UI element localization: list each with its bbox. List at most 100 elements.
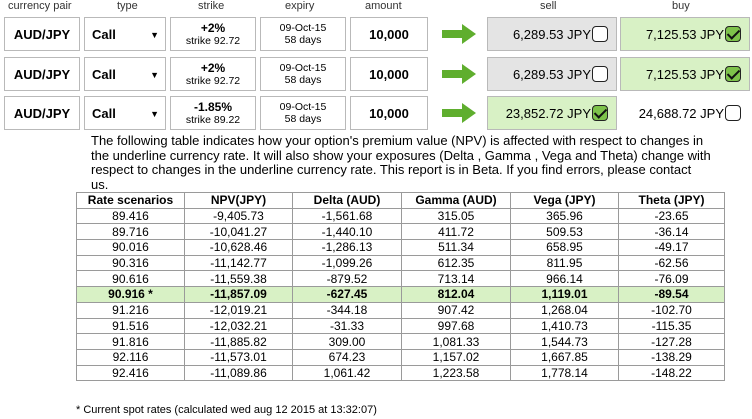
table-row: 90.016 -10,628.46 -1,286.13 511.34 658.95 -49… — [76, 239, 725, 256]
column-header: Gamma (AUD) — [401, 192, 511, 209]
table-row: 92.116 -11,573.01 674.23 1,157.02 1,667.85 -1… — [76, 348, 725, 366]
buy-price-button[interactable]: 7,125.53 JPY — [620, 17, 750, 51]
currency-pair: AUD/JPY — [4, 57, 80, 91]
table-cell: 1,667.85 — [510, 348, 619, 366]
triangle-down-icon: ▼ — [150, 30, 159, 40]
trade-row: AUD/JPY Call ▼ +2% strike 92.72 09-Oct-1… — [0, 17, 752, 51]
table-cell: -9,405.73 — [184, 207, 293, 225]
sell-price-button[interactable]: 23,852.72 JPY — [487, 96, 617, 130]
table-cell: -879.52 — [292, 270, 402, 288]
expiry-days: 58 days — [284, 34, 322, 46]
table-cell: -115.35 — [618, 317, 725, 335]
header-type: type — [117, 0, 138, 12]
strike-value: strike 92.72 — [185, 74, 241, 87]
type-select[interactable]: Call ▼ — [84, 57, 166, 91]
expiry-date: 09-Oct-15 — [279, 101, 327, 113]
buy-price-button[interactable]: 24,688.72 JPY — [620, 96, 750, 130]
table-cell: 1,410.73 — [510, 317, 619, 335]
table-cell: 509.53 — [510, 223, 619, 241]
table-cell: -11,142.77 — [184, 254, 293, 272]
table-cell: -1,561.68 — [292, 207, 402, 225]
amount-field[interactable]: 10,000 — [350, 17, 428, 51]
strike-value: strike 92.72 — [185, 34, 241, 47]
checkbox-checked-icon[interactable] — [725, 26, 741, 42]
checkbox-checked-icon[interactable] — [725, 66, 741, 82]
table-cell: -11,857.09 — [184, 286, 293, 303]
header-buy: buy — [672, 0, 690, 12]
column-header: Delta (AUD) — [292, 192, 402, 209]
table-cell: 90.616 — [76, 270, 185, 288]
table-cell: -10,628.46 — [184, 239, 293, 256]
table-cell: -11,885.82 — [184, 333, 293, 350]
right-arrow-icon[interactable] — [442, 64, 476, 84]
table-cell: 811.95 — [510, 254, 619, 272]
column-header: NPV(JPY) — [184, 192, 293, 209]
table-cell: 315.05 — [401, 207, 511, 225]
triangle-down-icon: ▼ — [150, 109, 159, 119]
currency-pair: AUD/JPY — [4, 96, 80, 130]
table-cell: 713.14 — [401, 270, 511, 288]
table-cell: -344.18 — [292, 301, 402, 319]
sell-price: 6,289.53 JPY — [512, 26, 591, 42]
table-cell: 91.216 — [76, 301, 185, 319]
right-arrow-icon[interactable] — [442, 24, 476, 44]
checkbox-icon[interactable] — [592, 66, 608, 82]
type-value: Call — [92, 66, 116, 82]
table-row: 89.716 -10,041.27 -1,440.10 411.72 509.53 -36… — [76, 223, 725, 241]
header-sell: sell — [540, 0, 557, 12]
sell-price: 6,289.53 JPY — [512, 66, 591, 82]
table-cell: -76.09 — [618, 270, 725, 288]
table-cell: -36.14 — [618, 223, 725, 241]
table-cell: 812.04 — [401, 286, 511, 303]
table-row: 90.916 * -11,857.09 -627.45 812.04 1,119.01-… — [76, 286, 725, 303]
table-cell: -23.65 — [618, 207, 725, 225]
sell-price-button[interactable]: 6,289.53 JPY — [487, 17, 617, 51]
trade-row: AUD/JPY Call ▼ +2% strike 92.72 09-Oct-1… — [0, 57, 752, 91]
right-arrow-icon[interactable] — [442, 103, 476, 123]
table-cell: -62.56 — [618, 254, 725, 272]
buy-price: 7,125.53 JPY — [645, 66, 724, 82]
amount-field[interactable]: 10,000 — [350, 57, 428, 91]
checkbox-icon[interactable] — [592, 26, 608, 42]
expiry-date: 09-Oct-15 — [279, 22, 327, 34]
table-cell: 907.42 — [401, 301, 511, 319]
strike-percent: +2% — [200, 20, 226, 35]
strike-cell: +2% strike 92.72 — [170, 17, 256, 51]
buy-price-button[interactable]: 7,125.53 JPY — [620, 57, 750, 91]
table-cell: -1,286.13 — [292, 239, 402, 256]
strike-cell: +2% strike 92.72 — [170, 57, 256, 91]
expiry-days: 58 days — [284, 113, 322, 125]
column-header: Vega (JPY) — [510, 192, 619, 209]
table-header-row: Rate scenarios NPV(JPY) Delta (AUD) Gamm… — [76, 192, 725, 209]
sell-price-button[interactable]: 6,289.53 JPY — [487, 57, 617, 91]
type-select[interactable]: Call ▼ — [84, 17, 166, 51]
trade-row: AUD/JPY Call ▼ -1.85% strike 89.22 09-Oc… — [0, 96, 752, 130]
column-header: Rate scenarios — [76, 192, 185, 209]
header-strike: strike — [198, 0, 225, 12]
table-cell: 1,157.02 — [401, 348, 511, 366]
table-cell: 1,061.42 — [292, 364, 402, 382]
table-cell: 1,544.73 — [510, 333, 619, 350]
table-cell: 966.14 — [510, 270, 619, 288]
footnote: * Current spot rates (calculated wed aug… — [76, 404, 377, 416]
amount-field[interactable]: 10,000 — [350, 96, 428, 130]
table-cell: 1,081.33 — [401, 333, 511, 350]
table-cell: -11,089.86 — [184, 364, 293, 382]
table-cell: 90.916 * — [76, 286, 185, 303]
checkbox-checked-icon[interactable] — [592, 105, 608, 121]
table-cell: -11,559.38 — [184, 270, 293, 288]
expiry-date: 09-Oct-15 — [279, 62, 327, 74]
table-cell: -102.70 — [618, 301, 725, 319]
table-cell: -49.17 — [618, 239, 725, 256]
table-cell: 1,268.04 — [510, 301, 619, 319]
table-cell: 91.516 — [76, 317, 185, 335]
table-cell: 674.23 — [292, 348, 402, 366]
table-cell: 92.116 — [76, 348, 185, 366]
buy-price: 24,688.72 JPY — [638, 105, 724, 121]
table-cell: 411.72 — [401, 223, 511, 241]
type-select[interactable]: Call ▼ — [84, 96, 166, 130]
expiry-days: 58 days — [284, 74, 322, 86]
table-cell: 365.96 — [510, 207, 619, 225]
checkbox-icon[interactable] — [725, 105, 741, 121]
buy-price: 7,125.53 JPY — [645, 26, 724, 42]
